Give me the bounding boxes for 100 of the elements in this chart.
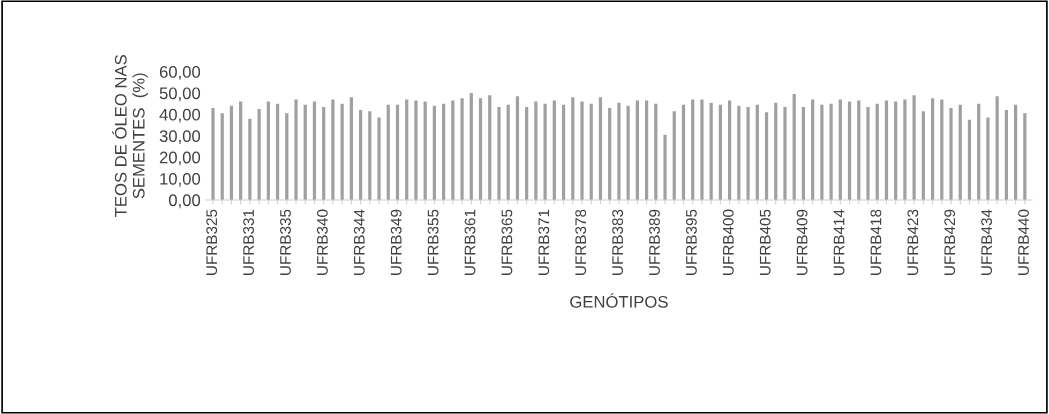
bar	[248, 118, 252, 200]
bar	[414, 100, 418, 200]
bar	[820, 104, 824, 200]
y-tick-label: 30,00	[159, 130, 201, 144]
x-tick-label: UFRB371	[538, 209, 550, 275]
bar	[580, 101, 584, 200]
x-tick-label: UFRB335	[280, 209, 291, 275]
bar	[801, 106, 806, 200]
bar	[829, 103, 833, 200]
bar	[395, 104, 400, 200]
bar	[442, 103, 446, 200]
bar	[709, 102, 713, 200]
bar	[691, 99, 695, 200]
bar	[386, 104, 390, 200]
x-tick-label: UFRB361	[464, 209, 476, 275]
y-tick-label: 50,00	[159, 87, 201, 102]
bar	[515, 96, 520, 200]
bar	[469, 93, 473, 200]
bar	[405, 99, 409, 200]
x-tick-label: UFRB389	[649, 209, 660, 275]
bar	[838, 99, 842, 200]
bar	[497, 106, 501, 200]
bar	[451, 100, 455, 200]
bar	[718, 104, 723, 200]
y-tick-label: 20,00	[159, 151, 201, 166]
x-tick-label: UFRB383	[612, 209, 624, 275]
bar	[995, 96, 999, 200]
bar	[949, 107, 953, 200]
bar	[1014, 104, 1018, 200]
y-tick-label: 10,00	[160, 172, 201, 187]
bar	[349, 97, 353, 200]
bar	[303, 104, 307, 200]
y-axis-title: TEOS DE ÓLEO NAS SEMENTES (%)	[112, 55, 148, 217]
x-tick-label: UFRB395	[686, 209, 697, 275]
bar	[266, 101, 270, 200]
bar	[340, 103, 344, 200]
bar	[1023, 113, 1027, 200]
bar	[635, 100, 639, 200]
bar	[644, 100, 649, 200]
bar	[229, 105, 234, 200]
bar	[211, 107, 215, 200]
bar	[608, 107, 612, 200]
y-tick-label: 0,00	[168, 194, 201, 209]
bar	[626, 105, 630, 200]
bar	[764, 112, 769, 200]
bar	[866, 106, 870, 200]
bar	[681, 104, 686, 200]
bar	[312, 101, 317, 200]
x-tick-label: UFRB429	[944, 209, 956, 275]
bar	[1004, 110, 1008, 200]
x-tick-label: UFRB423	[907, 209, 919, 275]
bar	[921, 111, 925, 200]
bar	[589, 103, 593, 200]
bar	[811, 99, 815, 200]
bar	[857, 100, 861, 200]
bar	[358, 110, 363, 200]
x-tick-label: UFRB418	[870, 209, 882, 275]
bar	[774, 102, 778, 200]
bar	[903, 99, 907, 200]
x-tick-label: UFRB331	[243, 209, 254, 275]
bar	[506, 104, 510, 200]
x-tick-label: UFRB340	[316, 209, 328, 275]
x-tick-label: UFRB355	[427, 209, 439, 275]
bar	[737, 105, 741, 200]
x-tick-label: UFRB409	[796, 209, 808, 275]
bar	[488, 95, 492, 200]
bar	[331, 99, 335, 200]
bar	[912, 95, 916, 200]
bar	[322, 106, 326, 200]
x-tick-label: UFRB400	[722, 209, 734, 275]
bar	[755, 104, 759, 200]
bar	[783, 106, 787, 200]
bar	[847, 101, 852, 200]
x-axis-title: GENÓTIPOS	[570, 293, 668, 308]
bar	[432, 105, 437, 200]
bar	[220, 113, 224, 200]
bar	[875, 103, 879, 200]
bar	[598, 97, 603, 200]
bar	[672, 111, 676, 200]
x-tick-label: UFRB365	[501, 209, 513, 275]
bar	[285, 113, 289, 200]
bar	[257, 109, 261, 200]
x-tick-label: UFRB434	[981, 209, 993, 275]
x-tick-label: UFRB325	[206, 209, 218, 275]
bar	[368, 111, 372, 200]
bar	[294, 99, 298, 200]
bar	[746, 106, 750, 200]
bar	[552, 100, 556, 200]
x-tick-label: UFRB440	[1018, 209, 1029, 275]
bar	[977, 103, 981, 200]
bar	[423, 101, 427, 200]
bar	[930, 98, 935, 200]
bar	[894, 101, 898, 200]
x-tick-label: UFRB344	[353, 209, 365, 275]
x-tick-label: UFRB349	[390, 209, 402, 275]
bar	[654, 103, 658, 200]
bar	[986, 117, 990, 200]
bar	[561, 104, 566, 200]
bar	[792, 94, 796, 200]
bar	[525, 106, 529, 200]
